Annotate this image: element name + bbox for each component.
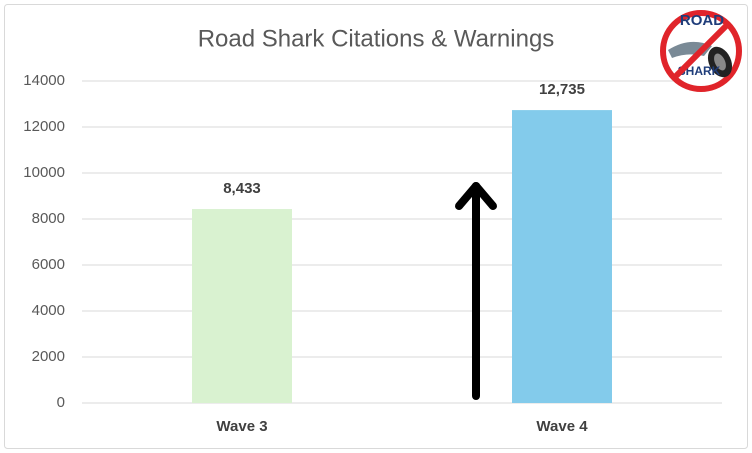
chart-title: Road Shark Citations & Warnings bbox=[198, 25, 555, 52]
y-tick-label: 10000 bbox=[23, 164, 65, 181]
y-tick-label: 2000 bbox=[32, 348, 65, 365]
y-tick-label: 6000 bbox=[32, 256, 65, 273]
y-tick-label: 14000 bbox=[23, 72, 65, 89]
y-tick-label: 0 bbox=[57, 394, 65, 411]
bar bbox=[192, 209, 292, 403]
logo-text: ROAD bbox=[680, 12, 724, 29]
up-arrow bbox=[455, 182, 497, 400]
value-label: 8,433 bbox=[223, 180, 261, 197]
logo: ROAD SHARK bbox=[660, 10, 742, 92]
y-tick-label: 12000 bbox=[23, 118, 65, 135]
x-tick-label: Wave 3 bbox=[216, 418, 267, 435]
x-tick-label: Wave 4 bbox=[536, 418, 588, 435]
bar bbox=[512, 110, 612, 403]
value-label: 12,735 bbox=[539, 81, 585, 98]
chart-frame bbox=[4, 4, 748, 449]
y-tick-label: 4000 bbox=[32, 302, 65, 319]
y-tick-label: 8000 bbox=[32, 210, 65, 227]
